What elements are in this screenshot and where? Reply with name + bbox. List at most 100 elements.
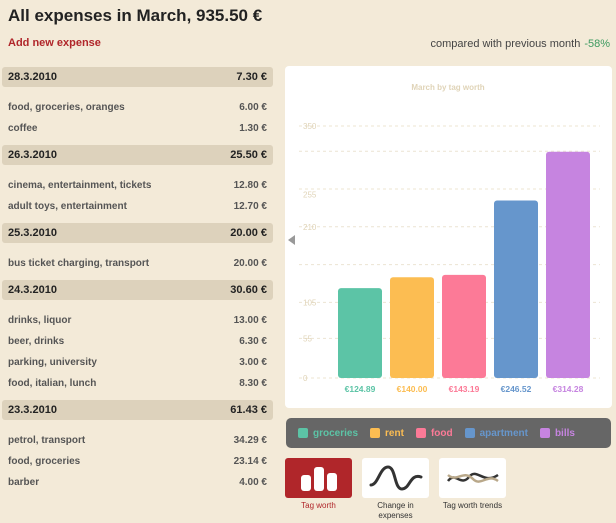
y-tick-label: 210: [303, 223, 317, 232]
legend-swatch: [539, 428, 550, 438]
expense-label: petrol, transport: [8, 435, 86, 446]
y-tick-label: 55: [303, 334, 312, 343]
bar-value-label: €140.00: [397, 384, 428, 394]
view-bar-chart[interactable]: Tag worth: [285, 458, 352, 521]
expense-label: beer, drinks: [8, 336, 65, 347]
y-tick-label: 255: [303, 190, 317, 199]
view-label: Tag worth trends: [442, 501, 503, 510]
legend-label: rent: [385, 427, 404, 439]
expense-amount: 23.14 €: [233, 456, 267, 467]
expense-amount: 20.00 €: [233, 258, 267, 269]
legend-item-rent[interactable]: rent: [370, 428, 404, 439]
legend-label: groceries: [313, 427, 359, 439]
expense-row[interactable]: food, italian, lunch 8.30 €: [0, 373, 273, 394]
expense-amount: 12.80 €: [233, 180, 267, 191]
expense-row[interactable]: bus ticket charging, transport 20.00 €: [0, 253, 273, 274]
legend-label: food: [430, 427, 453, 439]
expense-row[interactable]: adult toys, entertainment 12.70 €: [0, 196, 273, 217]
expense-label: coffee: [8, 123, 38, 134]
expense-amount: 6.00 €: [239, 102, 267, 113]
y-tick-label: 350: [303, 122, 317, 131]
expense-label: bus ticket charging, transport: [8, 258, 150, 269]
trend-lines-icon: [439, 458, 506, 498]
legend-swatch: [298, 428, 308, 438]
comparison-label: compared with previous month: [430, 38, 581, 50]
comparison-text: compared with previous month -58%: [431, 38, 610, 50]
bar-chart: March by tag worth 0 55 105 210 255 350 €124.89…: [299, 83, 600, 394]
legend-label: bills: [554, 427, 575, 439]
expense-label: barber: [8, 477, 40, 488]
expense-amount: 34.29 €: [233, 435, 267, 446]
y-tick-label: 0: [303, 374, 308, 383]
day-total: 25.50 €: [230, 149, 267, 161]
expense-amount: 6.30 €: [239, 336, 267, 347]
bar-food: [442, 274, 486, 378]
expense-row[interactable]: beer, drinks 6.30 €: [0, 331, 273, 352]
expense-row[interactable]: food, groceries 23.14 €: [0, 451, 273, 472]
legend-swatch: [464, 428, 475, 438]
expense-row[interactable]: barber 4.00 €: [0, 472, 273, 493]
view-trend-lines[interactable]: Tag worth trends: [439, 458, 506, 521]
date-label: 26.3.2010: [8, 149, 57, 161]
expense-label: cinema, entertainment, tickets: [8, 180, 152, 191]
expense-row[interactable]: cinema, entertainment, tickets 12.80 €: [0, 175, 273, 196]
legend-swatch: [415, 428, 426, 438]
expense-label: drinks, liquor: [8, 315, 72, 326]
legend-item-bills[interactable]: bills: [539, 427, 575, 439]
date-label: 23.3.2010: [8, 404, 57, 416]
view-label: Tag worth: [301, 501, 336, 510]
date-row: 26.3.2010 25.50 €: [2, 145, 273, 165]
bar-chart-icon: [285, 458, 352, 498]
date-row: 28.3.2010 7.30 €: [2, 67, 273, 87]
expense-label: food, italian, lunch: [8, 378, 97, 389]
expense-row[interactable]: petrol, transport 34.29 €: [0, 430, 273, 451]
legend-item-food[interactable]: food: [415, 427, 453, 439]
bar-value-label: €124.89: [345, 384, 376, 394]
expense-row[interactable]: coffee 1.30 €: [0, 118, 273, 139]
comparison-value: -58%: [584, 38, 610, 50]
bar-bills: [546, 151, 590, 378]
day-total: 61.43 €: [230, 404, 267, 416]
bar-rent: [390, 277, 434, 378]
expense-amount: 4.00 €: [239, 477, 267, 488]
legend-label: apartment: [479, 427, 528, 439]
bar-apartment: [494, 200, 538, 378]
view-wave[interactable]: Change in expenses: [362, 458, 429, 521]
expense-amount: 12.70 €: [233, 201, 267, 212]
day-total: 7.30 €: [236, 71, 267, 83]
chart-legend: groceries rent food apartment bills: [286, 418, 611, 448]
expense-label: parking, university: [8, 357, 97, 368]
expense-amount: 13.00 €: [233, 315, 267, 326]
bar-value-label: €143.19: [449, 384, 480, 394]
expense-row[interactable]: food, groceries, oranges 6.00 €: [0, 97, 273, 118]
day-total: 30.60 €: [230, 284, 267, 296]
expense-row[interactable]: parking, university 3.00 €: [0, 352, 273, 373]
expense-label: adult toys, entertainment: [8, 201, 127, 212]
date-row: 25.3.2010 20.00 €: [2, 223, 273, 243]
expense-amount: 8.30 €: [239, 378, 267, 389]
chart-title: March by tag worth: [411, 83, 484, 92]
expense-label: food, groceries: [8, 456, 81, 467]
bar-value-label: €314.28: [553, 384, 584, 394]
legend-swatch: [370, 428, 381, 438]
y-tick-label: 105: [303, 298, 317, 307]
page-title: All expenses in March, 935.50 €: [8, 6, 263, 25]
date-label: 28.3.2010: [8, 71, 57, 83]
day-total: 20.00 €: [230, 227, 267, 239]
legend-item-apartment[interactable]: apartment: [464, 427, 528, 439]
chart-card: March by tag worth 0 55 105 210 255 350 €124.89…: [285, 66, 612, 408]
prev-arrow-icon[interactable]: [288, 235, 295, 245]
expense-row[interactable]: drinks, liquor 13.00 €: [0, 310, 273, 331]
bar-value-label: €246.52: [501, 384, 532, 394]
expense-amount: 1.30 €: [239, 123, 267, 134]
add-expense-link[interactable]: Add new expense: [8, 37, 101, 49]
date-row: 23.3.2010 61.43 €: [2, 400, 273, 420]
date-row: 24.3.2010 30.60 €: [2, 280, 273, 300]
expense-amount: 3.00 €: [239, 357, 267, 368]
legend-item-groceries[interactable]: groceries: [298, 428, 358, 439]
view-label: Change in expenses: [377, 501, 414, 520]
expense-label: food, groceries, oranges: [8, 102, 125, 113]
bar-groceries: [338, 288, 382, 378]
date-label: 25.3.2010: [8, 227, 57, 239]
wave-icon: [362, 458, 429, 498]
